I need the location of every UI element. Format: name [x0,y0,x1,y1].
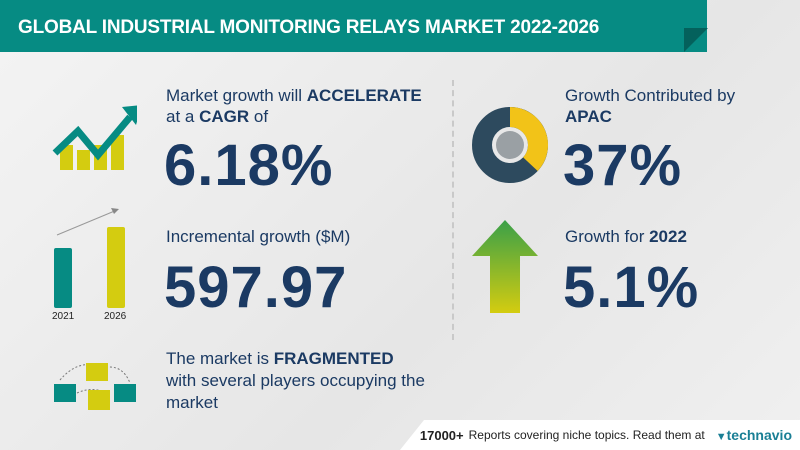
fragmented-line2: with several players occupying the [166,371,425,390]
growth-year-value: 5.1% [563,255,700,320]
incremental-bar-icon [54,208,125,308]
buildings-icon [54,363,136,410]
up-arrow-icon [472,220,538,313]
incremental-label: Incremental growth ($M) [166,227,351,246]
donut-chart-icon [472,107,548,183]
growth-chart-icon [52,105,137,170]
title-banner: GLOBAL INDUSTRIAL MONITORING RELAYS MARK… [0,0,707,52]
technavio-logo[interactable]: ▼technavio [715,427,792,443]
divider [452,80,454,340]
incremental-value: 597.97 [164,255,348,320]
cagr-line1: Market growth will ACCELERATE [166,86,422,105]
region-label: Growth Contributed by [565,86,736,105]
cagr-value: 6.18% [164,133,334,198]
cagr-line2: at a CAGR of [166,107,269,126]
fragmented-line1: The market is FRAGMENTED [166,349,394,368]
footer-bar: 17000+ Reports covering niche topics. Re… [400,420,800,450]
fragmented-line3: market [166,393,218,412]
bar-year-2026: 2026 [104,311,127,322]
bar-year-2021: 2021 [52,311,75,322]
page-title: GLOBAL INDUSTRIAL MONITORING RELAYS MARK… [18,17,600,38]
technavio-logo-icon: ▼ [715,431,727,443]
footer-count: 17000+ [419,427,464,443]
region-value: 37% [563,133,683,198]
region-name: APAC [565,107,612,126]
growth-year-label: Growth for 2022 [565,227,687,246]
footer-text[interactable]: Reports covering niche topics. Read them… [468,428,705,442]
